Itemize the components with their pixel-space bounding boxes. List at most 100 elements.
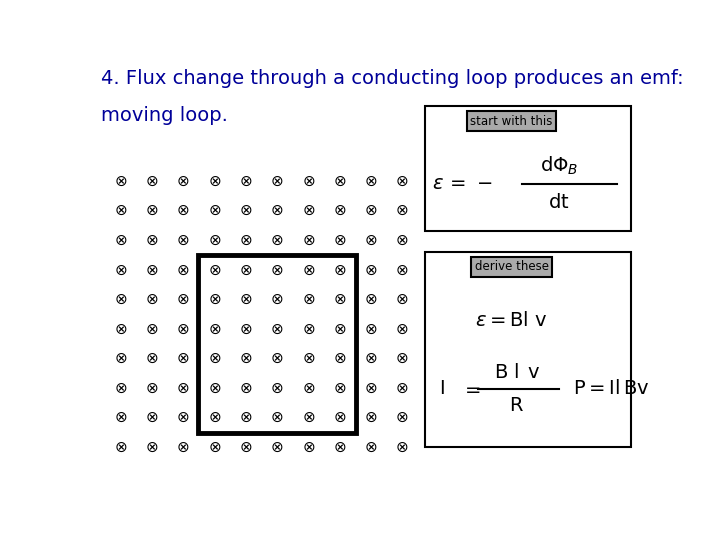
Text: ⊗: ⊗ [302,381,315,396]
Text: ⊗: ⊗ [208,262,221,278]
Text: ⊗: ⊗ [240,262,252,278]
Text: ⊗: ⊗ [365,203,377,218]
Text: ⊗: ⊗ [271,321,284,336]
Text: ⊗: ⊗ [145,440,158,455]
Text: ⊗: ⊗ [396,321,409,336]
Text: ⊗: ⊗ [271,292,284,307]
Text: ⊗: ⊗ [271,410,284,426]
Text: ⊗: ⊗ [114,440,127,455]
Text: ⊗: ⊗ [114,174,127,188]
Text: ⊗: ⊗ [240,440,252,455]
Text: ⊗: ⊗ [114,410,127,426]
Text: ⊗: ⊗ [333,262,346,278]
Text: ⊗: ⊗ [208,292,221,307]
Text: ⊗: ⊗ [365,174,377,188]
Text: ⊗: ⊗ [145,262,158,278]
Text: $\mathrm{dt}$: $\mathrm{dt}$ [548,193,570,212]
Text: ⊗: ⊗ [365,262,377,278]
Text: ⊗: ⊗ [208,440,221,455]
Text: ⊗: ⊗ [208,321,221,336]
Text: ⊗: ⊗ [208,381,221,396]
Text: ⊗: ⊗ [365,292,377,307]
Text: ⊗: ⊗ [333,233,346,248]
Text: ⊗: ⊗ [365,381,377,396]
Text: start with this: start with this [470,114,553,127]
Text: ⊗: ⊗ [240,321,252,336]
Text: $\mathrm{R}$: $\mathrm{R}$ [510,396,524,415]
Text: ⊗: ⊗ [177,381,189,396]
Text: ⊗: ⊗ [365,440,377,455]
Text: $\varepsilon\,=\,-$: $\varepsilon\,=\,-$ [431,174,492,193]
Text: ⊗: ⊗ [302,262,315,278]
Text: ⊗: ⊗ [114,351,127,366]
Text: derive these: derive these [474,260,549,273]
Text: ⊗: ⊗ [208,410,221,426]
Text: ⊗: ⊗ [271,440,284,455]
Text: ⊗: ⊗ [271,203,284,218]
Text: ⊗: ⊗ [240,292,252,307]
Text: 4. Flux change through a conducting loop produces an emf:: 4. Flux change through a conducting loop… [101,69,684,88]
Text: ⊗: ⊗ [302,233,315,248]
Text: ⊗: ⊗ [396,410,409,426]
Text: ⊗: ⊗ [177,233,189,248]
Text: ⊗: ⊗ [114,262,127,278]
Text: ⊗: ⊗ [271,262,284,278]
Text: ⊗: ⊗ [177,262,189,278]
Text: ⊗: ⊗ [333,351,346,366]
Text: ⊗: ⊗ [114,233,127,248]
Text: ⊗: ⊗ [271,381,284,396]
Text: ⊗: ⊗ [333,381,346,396]
Text: ⊗: ⊗ [114,292,127,307]
Text: ⊗: ⊗ [240,351,252,366]
Text: ⊗: ⊗ [271,233,284,248]
Text: ⊗: ⊗ [333,203,346,218]
Text: ⊗: ⊗ [302,351,315,366]
Text: ⊗: ⊗ [396,381,409,396]
Text: ⊗: ⊗ [302,410,315,426]
Text: ⊗: ⊗ [302,174,315,188]
Text: ⊗: ⊗ [145,381,158,396]
Text: ⊗: ⊗ [396,351,409,366]
Text: ⊗: ⊗ [145,174,158,188]
Text: ⊗: ⊗ [365,410,377,426]
Text: ⊗: ⊗ [177,351,189,366]
Text: ⊗: ⊗ [145,233,158,248]
Text: ⊗: ⊗ [240,174,252,188]
Text: ⊗: ⊗ [271,174,284,188]
Text: ⊗: ⊗ [333,410,346,426]
Text: ⊗: ⊗ [114,381,127,396]
Text: ⊗: ⊗ [333,292,346,307]
Text: ⊗: ⊗ [302,292,315,307]
Text: ⊗: ⊗ [396,262,409,278]
Text: ⊗: ⊗ [333,174,346,188]
Text: ⊗: ⊗ [208,351,221,366]
Bar [425,252,631,447]
Text: ⊗: ⊗ [396,440,409,455]
Text: ⊗: ⊗ [114,321,127,336]
Text: ⊗: ⊗ [240,203,252,218]
Text: ⊗: ⊗ [145,410,158,426]
Text: ⊗: ⊗ [177,203,189,218]
Text: moving loop.: moving loop. [101,106,228,125]
Text: $\varepsilon = \mathrm{Bl\ v}$: $\varepsilon = \mathrm{Bl\ v}$ [475,311,548,330]
Text: ⊗: ⊗ [145,203,158,218]
Text: ⊗: ⊗ [145,351,158,366]
Text: $\mathrm{I}$: $\mathrm{I}$ [438,379,444,398]
Text: $\mathrm{B\ l\;\, v}$: $\mathrm{B\ l\;\, v}$ [494,362,540,382]
Text: ⊗: ⊗ [208,233,221,248]
Text: ⊗: ⊗ [114,203,127,218]
Text: $=$: $=$ [461,379,481,398]
Text: ⊗: ⊗ [177,292,189,307]
Text: ⊗: ⊗ [365,233,377,248]
Text: ⊗: ⊗ [177,174,189,188]
Text: ⊗: ⊗ [177,410,189,426]
Text: ⊗: ⊗ [396,203,409,218]
Text: ⊗: ⊗ [240,381,252,396]
Text: ⊗: ⊗ [240,410,252,426]
Text: $\mathrm{d}\Phi_B$: $\mathrm{d}\Phi_B$ [540,155,578,178]
Text: ⊗: ⊗ [365,321,377,336]
Text: ⊗: ⊗ [271,351,284,366]
Bar [198,254,356,433]
Bar [425,106,631,231]
Text: ⊗: ⊗ [333,321,346,336]
